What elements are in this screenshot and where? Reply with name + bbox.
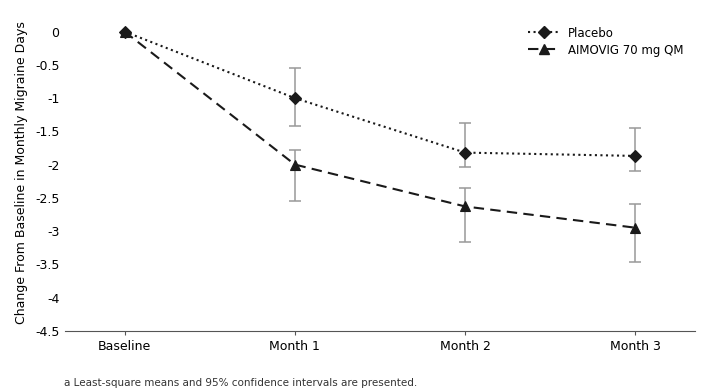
Text: a Least-square means and 95% confidence intervals are presented.: a Least-square means and 95% confidence … — [64, 378, 417, 388]
Y-axis label: Change From Baseline in Monthly Migraine Days: Change From Baseline in Monthly Migraine… — [15, 22, 28, 324]
AIMOVIG 70 mg QM — [120, 29, 129, 34]
Line: AIMOVIG 70 mg QM: AIMOVIG 70 mg QM — [120, 27, 640, 232]
Placebo — [461, 150, 469, 155]
Placebo — [290, 96, 299, 100]
Legend: Placebo, AIMOVIG 70 mg QM: Placebo, AIMOVIG 70 mg QM — [522, 21, 689, 63]
Placebo — [631, 154, 640, 158]
AIMOVIG 70 mg QM — [290, 162, 299, 167]
Line: Placebo: Placebo — [121, 27, 640, 160]
AIMOVIG 70 mg QM — [631, 225, 640, 230]
AIMOVIG 70 mg QM — [461, 204, 469, 209]
Placebo — [120, 29, 129, 34]
